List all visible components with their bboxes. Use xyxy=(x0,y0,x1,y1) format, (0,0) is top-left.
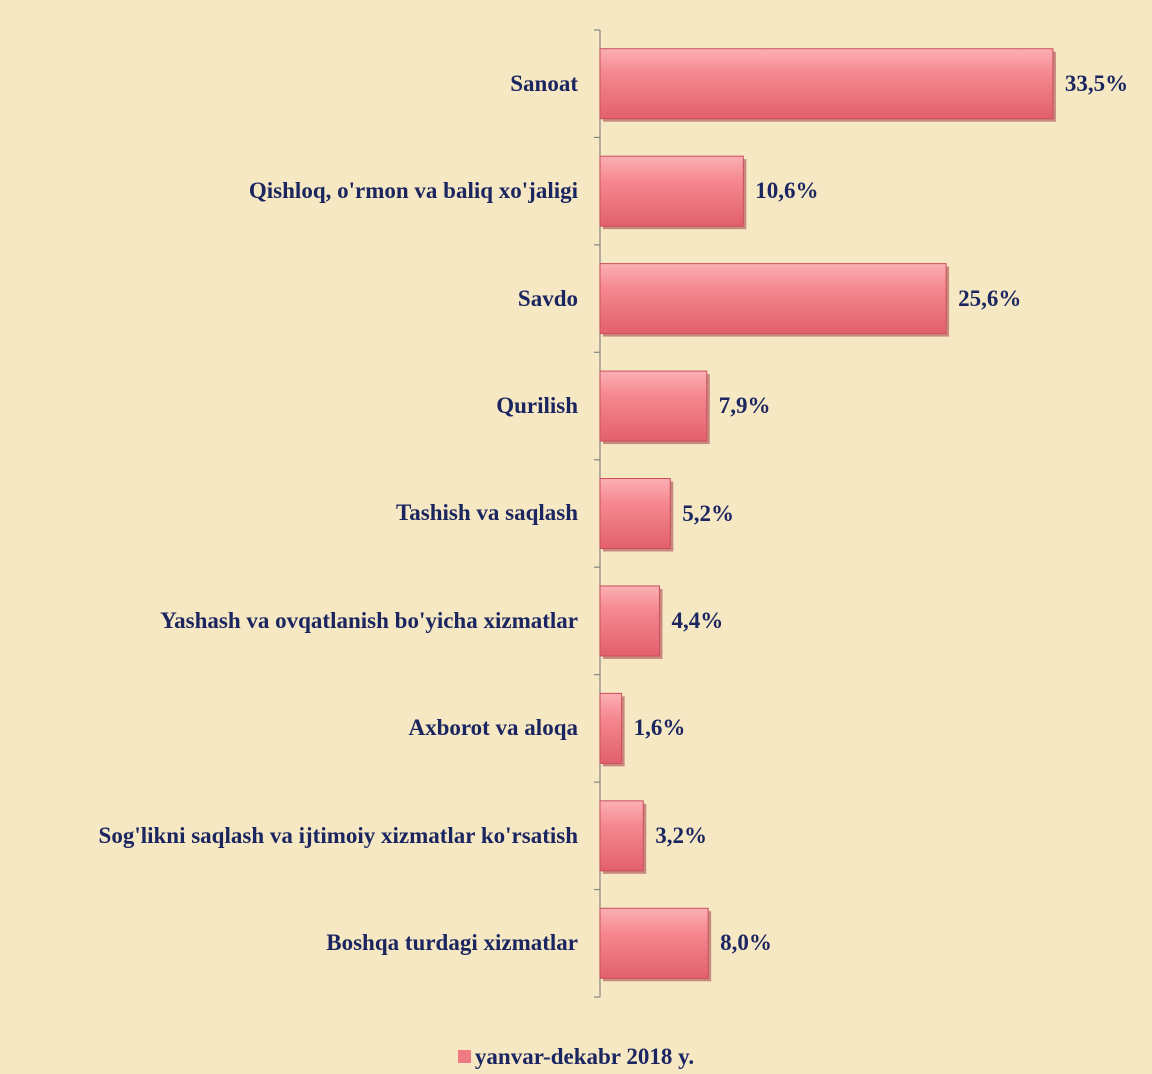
category-label-text: Sog'likni saqlash va ijtimoiy xizmatlar … xyxy=(98,822,578,848)
legend: yanvar-dekabr 2018 y. xyxy=(0,1044,1152,1070)
bar xyxy=(599,478,671,549)
bar xyxy=(599,48,1054,120)
value-label: 5,2% xyxy=(682,501,734,527)
bar xyxy=(599,263,947,335)
category-label-text: Qishloq, o'rmon va baliq xo'jaligi xyxy=(248,178,578,204)
value-label: 1,6% xyxy=(634,715,686,741)
category-label: Tashish va saqlash xyxy=(20,460,578,567)
value-label: 8,0% xyxy=(720,930,772,956)
bar xyxy=(599,370,708,442)
value-label-text: 4,4% xyxy=(671,607,724,633)
value-label: 10,6% xyxy=(755,178,818,204)
value-label: 7,9% xyxy=(719,393,771,419)
value-label-text: 10,6% xyxy=(755,178,819,204)
legend-label: yanvar-dekabr 2018 y. xyxy=(474,1044,695,1069)
value-label: 3,2% xyxy=(655,823,707,849)
bar xyxy=(599,692,623,764)
value-label-text: 7,9% xyxy=(718,393,771,419)
category-label-text: Sanoat xyxy=(510,70,578,96)
bar xyxy=(599,800,644,872)
category-label: Savdo xyxy=(20,245,578,352)
value-label-text: 1,6% xyxy=(633,715,686,741)
bar xyxy=(599,585,660,657)
value-label-text: 25,6% xyxy=(958,285,1022,311)
legend-swatch xyxy=(457,1050,471,1063)
category-label-text: Qurilish xyxy=(496,393,578,419)
value-label-text: 8,0% xyxy=(720,930,772,956)
category-label: Boshqa turdagi xizmatlar xyxy=(20,890,578,997)
bar xyxy=(599,155,744,227)
value-label: 25,6% xyxy=(958,286,1021,312)
category-label: Sanoat xyxy=(20,30,578,137)
category-label-text: Tashish va saqlash xyxy=(396,500,578,526)
category-label: Axborot va aloqa xyxy=(20,675,578,782)
bar xyxy=(599,907,709,979)
value-label: 4,4% xyxy=(671,608,723,634)
value-label-text: 3,2% xyxy=(655,822,707,848)
category-label: Yashash va ovqatlanish bo'yicha xizmatla… xyxy=(20,567,578,674)
category-label: Sog'likni saqlash va ijtimoiy xizmatlar … xyxy=(20,782,578,889)
category-label-text: Boshqa turdagi xizmatlar xyxy=(326,930,578,956)
value-label: 33,5% xyxy=(1065,71,1128,97)
category-label-text: Yashash va ovqatlanish bo'yicha xizmatla… xyxy=(160,607,578,633)
category-label-text: Savdo xyxy=(517,285,578,311)
category-label: Qurilish xyxy=(20,352,578,459)
category-label: Qishloq, o'rmon va baliq xo'jaligi xyxy=(20,137,578,244)
category-label-text: Axborot va aloqa xyxy=(408,715,578,741)
value-label-text: 5,2% xyxy=(682,500,735,526)
value-label-text: 33,5% xyxy=(1064,70,1129,96)
